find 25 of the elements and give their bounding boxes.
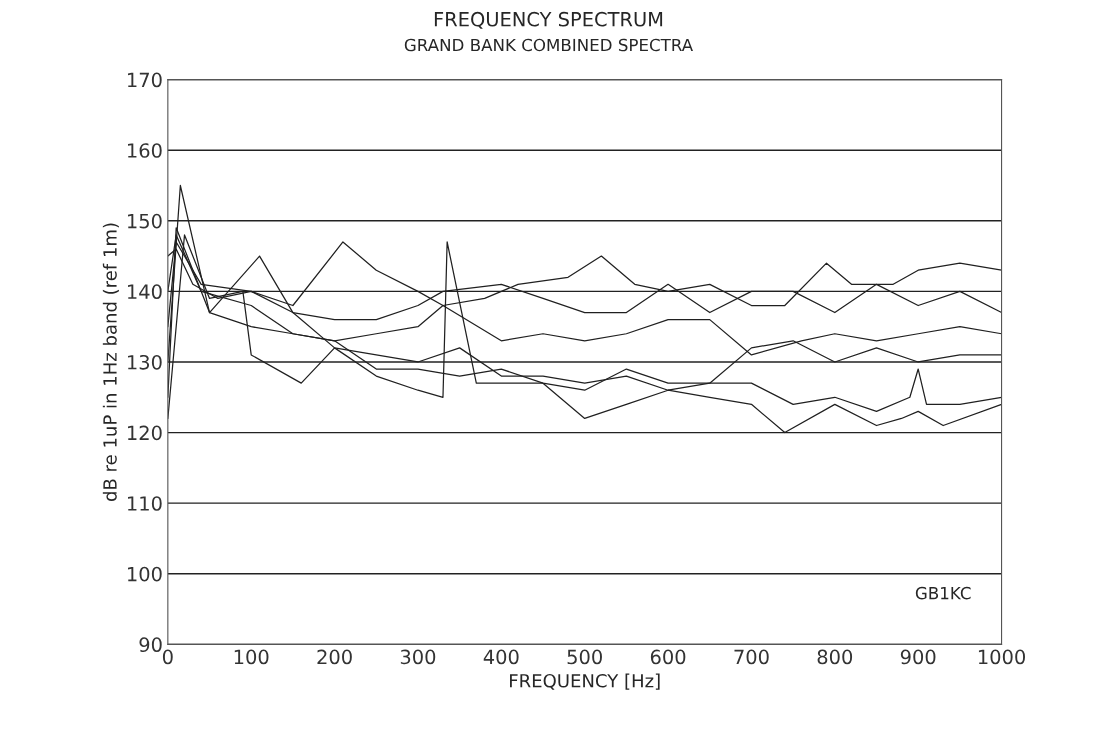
x-tick-label: 100: [234, 649, 269, 665]
y-tick-label: 150: [128, 213, 162, 229]
x-tick-label: 1000: [978, 649, 1026, 665]
y-tick-label: 100: [128, 566, 162, 582]
x-tick-label: 500: [567, 649, 602, 665]
annotation: GB1KC: [915, 586, 971, 600]
y-axis-title: dB re 1uP in 1Hz band (ref 1m): [102, 223, 119, 502]
x-tick-label: 700: [734, 649, 769, 665]
x-tick-label: 0: [162, 649, 173, 665]
y-tick-label: 120: [128, 425, 162, 441]
y-tick-label: 110: [128, 496, 162, 511]
x-tick-label: 800: [817, 649, 853, 665]
x-tick-label: 600: [650, 649, 686, 665]
x-axis-title: FREQUENCY [Hz]: [510, 673, 660, 690]
x-tick-label: 200: [317, 649, 352, 665]
chart-subtitle: GRAND BANK COMBINED SPECTRA: [404, 38, 693, 52]
y-tick-label: 130: [128, 354, 162, 370]
y-tick-label: 170: [128, 72, 162, 88]
x-tick-label: 400: [483, 649, 519, 665]
y-tick-label: 90: [139, 637, 162, 653]
y-tick-label: 140: [128, 284, 162, 300]
chart-title: FREQUENCY SPECTRUM: [434, 11, 663, 29]
x-tick-label: 300: [400, 649, 436, 665]
y-tick-label: 160: [128, 143, 162, 158]
x-tick-label: 900: [900, 649, 936, 665]
